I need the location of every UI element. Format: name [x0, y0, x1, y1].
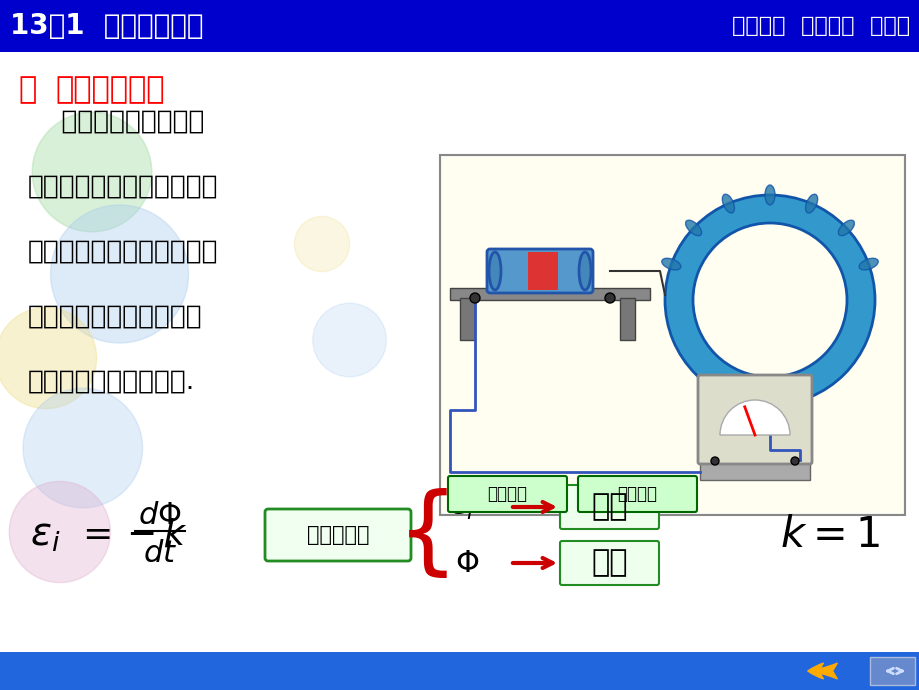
Text: 国际单位制: 国际单位制	[306, 525, 369, 545]
Circle shape	[710, 457, 719, 465]
Ellipse shape	[765, 185, 774, 205]
Circle shape	[9, 482, 110, 582]
Text: 当穿过闭合回路所围: 当穿过闭合回路所围	[28, 109, 204, 135]
Text: $dt$: $dt$	[142, 538, 177, 567]
Ellipse shape	[837, 220, 854, 236]
Text: $\varepsilon_i$: $\varepsilon_i$	[449, 493, 474, 522]
Bar	[460, 298, 474, 340]
Text: $\varepsilon_i$: $\varepsilon_i$	[30, 516, 61, 554]
Ellipse shape	[661, 258, 680, 270]
FancyBboxPatch shape	[265, 509, 411, 561]
Bar	[439, 155, 904, 515]
Bar	[528, 252, 558, 290]
Bar	[699, 462, 809, 480]
FancyBboxPatch shape	[560, 541, 658, 585]
Circle shape	[605, 293, 614, 303]
Circle shape	[470, 293, 480, 303]
Text: $= -k$: $= -k$	[75, 518, 187, 552]
Bar	[449, 288, 650, 300]
Text: 量对时间变化率的负值.: 量对时间变化率的负值.	[28, 369, 195, 395]
Circle shape	[312, 303, 386, 377]
FancyBboxPatch shape	[698, 375, 811, 464]
Text: 电磁感应定律: 电磁感应定律	[55, 75, 165, 104]
Ellipse shape	[858, 258, 878, 270]
Text: $\Phi$: $\Phi$	[455, 549, 479, 578]
Bar	[0, 652, 919, 690]
Circle shape	[51, 205, 188, 343]
Text: 13－1  电磁感应定律: 13－1 电磁感应定律	[10, 12, 203, 40]
Text: 回路中会产生感应电动势，: 回路中会产生感应电动势，	[28, 239, 219, 265]
Text: 闭合电键: 闭合电键	[486, 485, 527, 503]
Circle shape	[0, 308, 96, 408]
FancyBboxPatch shape	[486, 249, 593, 293]
Bar	[619, 298, 634, 340]
Circle shape	[32, 112, 152, 232]
Text: $k=1$: $k=1$	[779, 514, 879, 556]
Bar	[0, 0, 919, 52]
Ellipse shape	[805, 194, 817, 213]
Text: 韦伯: 韦伯	[591, 549, 628, 578]
Text: 第十三章  电磁感应  电磁场: 第十三章 电磁感应 电磁场	[732, 16, 909, 36]
Text: {: {	[397, 489, 459, 582]
Text: 且感应电动势正比于磁通: 且感应电动势正比于磁通	[28, 304, 202, 330]
Ellipse shape	[578, 252, 590, 290]
Wedge shape	[720, 400, 789, 435]
FancyBboxPatch shape	[577, 476, 697, 512]
Text: 面积的磁通量发生变化时，: 面积的磁通量发生变化时，	[28, 174, 219, 200]
Circle shape	[790, 457, 798, 465]
FancyBboxPatch shape	[560, 485, 658, 529]
Ellipse shape	[721, 194, 733, 213]
Text: 断开电键: 断开电键	[617, 485, 656, 503]
FancyBboxPatch shape	[448, 476, 566, 512]
Ellipse shape	[685, 220, 701, 236]
Text: $d\Phi$: $d\Phi$	[138, 500, 182, 529]
Circle shape	[23, 388, 142, 508]
Text: 伏特: 伏特	[591, 493, 628, 522]
Ellipse shape	[489, 252, 501, 290]
Text: 二: 二	[18, 75, 36, 104]
Circle shape	[294, 217, 349, 272]
Bar	[869, 657, 914, 685]
Bar	[441, 157, 902, 513]
